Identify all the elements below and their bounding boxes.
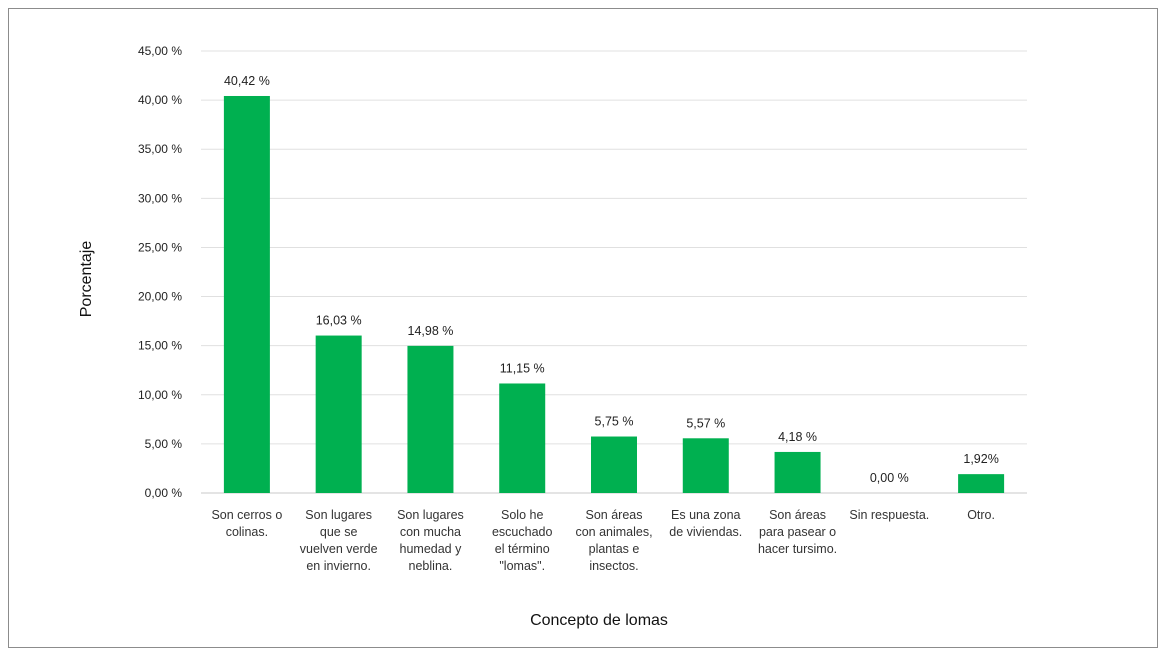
bar	[682, 438, 729, 493]
bar	[774, 451, 821, 493]
bar	[407, 345, 454, 493]
data-label: 1,92%	[963, 452, 998, 466]
data-labels: 40,42 % 16,03 % 14,98 % 11,15 % 5,75 % 5,57 %…	[224, 74, 999, 485]
data-label: 5,75 %	[595, 415, 634, 429]
x-tick-label: Es una zona de viviendas.	[669, 508, 742, 539]
bar	[499, 383, 546, 493]
bar	[315, 335, 362, 493]
y-tick-label: 0,00 %	[145, 486, 183, 500]
x-tick-label: Son áreas con animales, plantas e insectos.	[575, 508, 652, 573]
x-tick-label: Son lugares que se vuelven verde en inviern…	[300, 508, 378, 573]
bars	[223, 95, 1005, 493]
bar	[223, 95, 270, 493]
x-tick-label: Sin respuesta.	[849, 508, 929, 522]
data-label: 5,57 %	[686, 416, 725, 430]
y-tick-label: 25,00 %	[138, 240, 182, 254]
y-tick-label: 15,00 %	[138, 339, 182, 353]
y-tick-label: 45,00 %	[138, 44, 182, 58]
x-tick-label: Solo he escuchado el término "lomas".	[492, 508, 553, 573]
data-label: 16,03 %	[316, 314, 362, 328]
y-tick-label: 40,00 %	[138, 93, 182, 107]
data-label: 11,15 %	[500, 361, 545, 375]
y-axis-title: Porcentaje	[78, 241, 95, 318]
y-axis-ticks: 0,00 % 5,00 % 10,00 % 15,00 % 20,00 % 25,00 %…	[138, 44, 182, 500]
bar	[591, 436, 637, 493]
y-tick-label: 10,00 %	[138, 388, 182, 402]
y-tick-label: 30,00 %	[138, 191, 182, 205]
chart-frame: 0,00 % 5,00 % 10,00 % 15,00 % 20,00 % 25,00 %…	[8, 8, 1158, 648]
x-axis-title: Concepto de lomas	[530, 612, 668, 629]
data-label: 4,18 %	[778, 430, 817, 444]
x-tick-label: Son lugares con mucha humedad y neblina.	[397, 508, 464, 573]
category-labels: Son cerros o colinas. Son lugares que se vue…	[211, 508, 995, 573]
data-label: 0,00 %	[870, 471, 909, 485]
bar-chart: 0,00 % 5,00 % 10,00 % 15,00 % 20,00 % 25,00 %…	[78, 44, 1027, 629]
y-tick-label: 35,00 %	[138, 142, 182, 156]
y-tick-label: 5,00 %	[145, 437, 183, 451]
data-label: 14,98 %	[408, 324, 454, 338]
bar	[958, 474, 1005, 493]
x-tick-label: Son áreas para pasear o hacer tursimo.	[758, 508, 837, 556]
x-tick-label: Son cerros o colinas.	[211, 508, 282, 539]
data-label: 40,42 %	[224, 74, 270, 88]
y-tick-label: 20,00 %	[138, 290, 182, 304]
x-tick-label: Otro.	[967, 508, 995, 522]
